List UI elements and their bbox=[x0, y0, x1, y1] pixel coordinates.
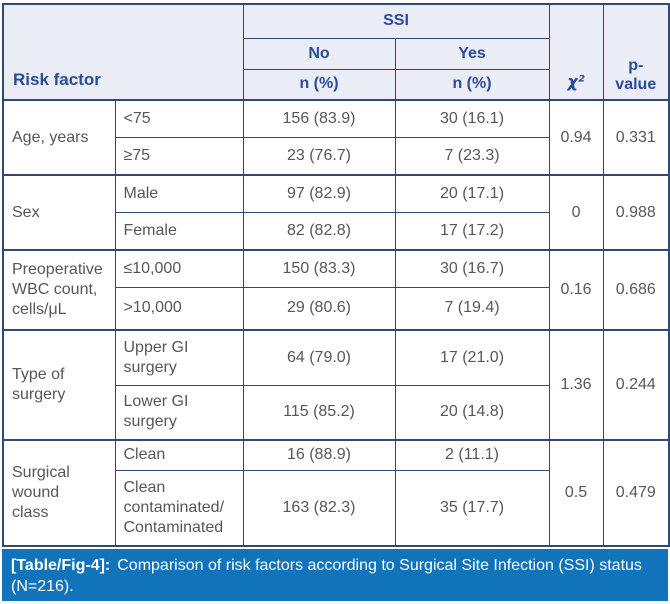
category-cell: ≤10,000 bbox=[114, 249, 244, 288]
yes-count-cell: 35 (17.7) bbox=[394, 469, 550, 547]
category-cell: >10,000 bbox=[114, 286, 244, 331]
header-row-ssi: Risk factor SSI χ² p- value bbox=[2, 3, 670, 101]
caption-text: Comparison of risk factors according to … bbox=[11, 557, 642, 596]
p-value-header: p- value bbox=[602, 3, 670, 101]
chi-square-cell: 0.16 bbox=[548, 249, 604, 331]
no-n-pct-header: n (%) bbox=[242, 68, 396, 101]
category-cell: ≥75 bbox=[114, 136, 244, 176]
table-header: Risk factor SSI χ² p- value No Yes n (%)… bbox=[2, 3, 670, 101]
ssi-header: SSI bbox=[242, 3, 550, 39]
ssi-yes-header: Yes bbox=[394, 37, 550, 70]
no-count-cell: 150 (83.3) bbox=[242, 249, 396, 288]
group-label-cell: Age, years bbox=[2, 99, 116, 176]
p-value-cell: 0.686 bbox=[602, 249, 670, 331]
yes-count-cell: 30 (16.1) bbox=[394, 99, 550, 138]
yes-count-cell: 30 (16.7) bbox=[394, 249, 550, 288]
group-label-cell: Sex bbox=[2, 174, 116, 251]
yes-count-cell: 17 (21.0) bbox=[394, 329, 550, 386]
table-row: Age, years <75 156 (83.9) 30 (16.1) 0.94… bbox=[2, 99, 670, 176]
table-row: Lower GI surgery 115 (85.2) 20 (14.8) bbox=[3, 384, 669, 441]
chi-square-cell: 0.5 bbox=[548, 439, 604, 547]
no-count-cell: 23 (76.7) bbox=[242, 136, 396, 176]
yes-count-cell: 7 (19.4) bbox=[394, 286, 550, 331]
no-count-cell: 29 (80.6) bbox=[242, 286, 396, 331]
p-value-cell: 0.244 bbox=[602, 329, 670, 441]
table-row: ≥75 23 (76.7) 7 (23.3) bbox=[3, 136, 669, 176]
table-caption: [Table/Fig-4]: Comparison of risk factors… bbox=[2, 549, 668, 601]
category-cell: Female bbox=[114, 211, 244, 251]
no-count-cell: 97 (82.9) bbox=[242, 174, 396, 213]
no-count-cell: 16 (88.9) bbox=[242, 439, 396, 471]
p-value-cell: 0.331 bbox=[602, 99, 670, 176]
yes-n-pct-header: n (%) bbox=[394, 68, 550, 101]
yes-count-cell: 17 (17.2) bbox=[394, 211, 550, 251]
table-row: Preoperative WBC count, cells/μL ≤10,000… bbox=[2, 249, 670, 331]
yes-count-cell: 20 (17.1) bbox=[394, 174, 550, 213]
risk-factor-header: Risk factor bbox=[2, 3, 244, 101]
header-row-no-yes: No Yes bbox=[3, 37, 669, 70]
no-count-cell: 64 (79.0) bbox=[242, 329, 396, 386]
p-value-cell: 0.988 bbox=[602, 174, 670, 251]
category-cell: Clean contaminated/ Contaminated bbox=[114, 469, 244, 547]
chi-square-cell: 1.36 bbox=[548, 329, 604, 441]
table-row: Clean contaminated/ Contaminated 163 (82… bbox=[3, 469, 669, 547]
caption-label: [Table/Fig-4]: bbox=[11, 557, 111, 574]
category-cell: <75 bbox=[114, 99, 244, 138]
chi-square-cell: 0 bbox=[548, 174, 604, 251]
table-row: Sex Male 97 (82.9) 20 (17.1) 0 0.988 bbox=[2, 174, 670, 251]
ssi-no-header: No bbox=[242, 37, 396, 70]
no-count-cell: 163 (82.3) bbox=[242, 469, 396, 547]
group-label-cell: Type of surgery bbox=[2, 329, 116, 441]
chi-square-cell: 0.94 bbox=[548, 99, 604, 176]
table-row: >10,000 29 (80.6) 7 (19.4) bbox=[3, 286, 669, 331]
chi-square-header: χ² bbox=[548, 3, 604, 101]
table-row: Female 82 (82.8) 17 (17.2) bbox=[3, 211, 669, 251]
category-cell: Upper GI surgery bbox=[114, 329, 244, 386]
no-count-cell: 156 (83.9) bbox=[242, 99, 396, 138]
group-label-cell: Preoperative WBC count, cells/μL bbox=[2, 249, 116, 331]
risk-factor-table: Risk factor SSI χ² p- value No Yes n (%)… bbox=[2, 3, 670, 547]
no-count-cell: 115 (85.2) bbox=[242, 384, 396, 441]
category-cell: Clean bbox=[114, 439, 244, 471]
yes-count-cell: 20 (14.8) bbox=[394, 384, 550, 441]
group-label-cell: Surgical wound class bbox=[2, 439, 116, 547]
yes-count-cell: 7 (23.3) bbox=[394, 136, 550, 176]
table-row: Type of surgery Upper GI surgery 64 (79.… bbox=[2, 329, 670, 441]
category-cell: Lower GI surgery bbox=[114, 384, 244, 441]
yes-count-cell: 2 (11.1) bbox=[394, 439, 550, 471]
table-row: Surgical wound class Clean 16 (88.9) 2 (… bbox=[2, 439, 670, 547]
category-cell: Male bbox=[114, 174, 244, 213]
table-body: Age, years <75 156 (83.9) 30 (16.1) 0.94… bbox=[2, 99, 670, 547]
p-value-cell: 0.479 bbox=[602, 439, 670, 547]
no-count-cell: 82 (82.8) bbox=[242, 211, 396, 251]
